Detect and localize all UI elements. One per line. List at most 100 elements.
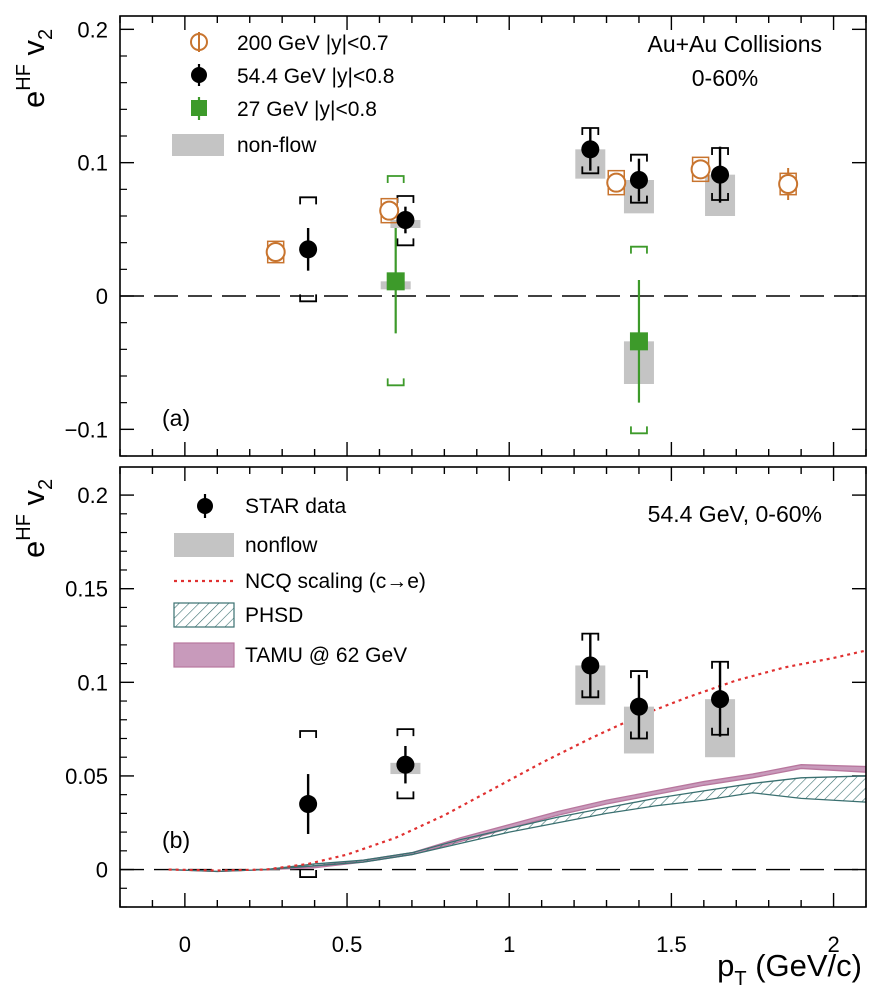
- data-point-star: [711, 690, 730, 709]
- sys-bracket-lower: [386, 378, 405, 387]
- legend-label-nonflow-b: nonflow: [245, 534, 318, 557]
- legend-marker-nonflow-b: [174, 533, 234, 557]
- legend-marker-star-data: [197, 494, 213, 518]
- y-title-sup: HF: [13, 514, 35, 541]
- data-point-star: [299, 795, 318, 814]
- data-point-27gev: [386, 272, 405, 291]
- sys-bracket-upper: [581, 632, 600, 641]
- panel-b-x-tick-labels: 0 0.5 1 1.5 2: [179, 932, 840, 957]
- data-point-200gev: [379, 200, 400, 221]
- data-point-200gev: [690, 159, 711, 180]
- legend-marker-tamu: [173, 642, 235, 668]
- phsd-band: [168, 775, 866, 873]
- legend-label-tamu: TAMU @ 62 GeV: [245, 644, 407, 667]
- panel-a-y-axis-title: eHF v2: [13, 29, 57, 108]
- panel-b-y-tick-labels: 0 0.05 0.1 0.15 0.2: [65, 483, 108, 882]
- data-point-200gev: [778, 174, 799, 194]
- sys-bracket-upper: [299, 730, 318, 738]
- sys-bracket-lower: [630, 426, 648, 435]
- data-point-star: [629, 697, 648, 716]
- y-tick-label: 0: [96, 858, 108, 883]
- sys-bracket-upper: [630, 153, 648, 162]
- data-point-200gev: [606, 172, 627, 193]
- x-title-p: p: [717, 948, 734, 983]
- x-tick-label: 1: [503, 932, 515, 957]
- ncq-curve: [168, 649, 866, 872]
- y-title-v: v: [16, 489, 51, 514]
- data-point-54gev: [396, 211, 415, 229]
- x-tick-label: 2: [827, 932, 839, 957]
- legend-marker-200gev: [190, 32, 208, 52]
- panel-a: −0.100.10.2 eHF v2 (a) Au+Au Collisions …: [13, 15, 867, 457]
- y-title-e: e: [16, 91, 51, 108]
- panel-a-frame: [119, 15, 867, 457]
- panel-b-plot-area: [120, 632, 866, 878]
- panel-a-plot-area: [120, 127, 866, 435]
- legend-marker-54gev: [191, 64, 207, 86]
- y-title-sub: 2: [35, 479, 57, 490]
- data-point-star: [396, 755, 415, 774]
- legend-label-200gev: 200 GeV |y|<0.7: [237, 32, 389, 55]
- panel-b-label: (b): [162, 827, 190, 853]
- sys-bracket-upper: [299, 196, 318, 205]
- x-tick-label: 0.5: [332, 932, 363, 957]
- sys-bracket-lower: [396, 791, 415, 800]
- panel-b-frame: [119, 466, 867, 908]
- legend-label-nonflow: non-flow: [237, 134, 317, 157]
- x-axis-title: pT (GeV/c): [717, 948, 862, 990]
- tamu-band: [168, 764, 866, 873]
- y-tick-label: 0: [96, 284, 108, 309]
- panel-a-legend: 200 GeV |y|<0.7 54.4 GeV |y|<0.8 27 GeV …: [172, 32, 394, 157]
- legend-label-27gev: 27 GeV |y|<0.8: [237, 98, 377, 121]
- x-tick-label: 1.5: [656, 932, 687, 957]
- y-tick-label: 0.1: [77, 670, 108, 695]
- panel-a-annotation-line2: 0-60%: [692, 65, 758, 91]
- y-tick-label: 0.2: [77, 17, 108, 42]
- y-tick-label: 0.1: [77, 151, 108, 176]
- y-title-v: v: [16, 39, 51, 64]
- legend-marker-nonflow: [172, 134, 224, 156]
- x-tick-label: 0: [179, 932, 191, 957]
- sys-bracket-lower: [396, 238, 415, 247]
- sys-bracket-lower: [581, 166, 600, 175]
- sys-bracket-lower: [299, 294, 318, 303]
- panel-b: 00.050.10.150.2 0 0.5 1 1.5 2 eHF v2 pT (GeV…: [13, 466, 867, 990]
- panel-b-y-axis-title: eHF v2: [13, 479, 57, 558]
- legend-label-ncq: NCQ scaling (c→e): [245, 570, 426, 593]
- sys-bracket-lower: [630, 195, 648, 204]
- y-title-sup: HF: [13, 64, 35, 91]
- panel-a-label: (a): [162, 405, 190, 431]
- x-title-rest: (GeV/c): [747, 948, 862, 983]
- legend-label-54gev: 54.4 GeV |y|<0.8: [237, 65, 394, 88]
- data-point-54gev: [299, 240, 318, 259]
- sys-bracket-upper: [396, 195, 415, 203]
- y-tick-label: 0.05: [65, 764, 108, 789]
- data-point-27gev: [629, 332, 648, 351]
- panel-a-y-tick-labels: −0.1 0 0.1 0.2: [65, 17, 108, 442]
- panel-a-annotation-line1: Au+Au Collisions: [647, 31, 822, 57]
- data-point-54gev: [711, 165, 730, 184]
- sys-bracket-upper: [630, 245, 648, 254]
- y-tick-label: −0.1: [65, 417, 108, 442]
- legend-marker-phsd: [173, 602, 235, 628]
- sys-bracket-upper: [630, 670, 648, 679]
- y-tick-label: 0.2: [77, 483, 108, 508]
- legend-label-star-data: STAR data: [245, 495, 346, 518]
- sys-bracket-upper: [396, 728, 415, 737]
- panel-b-annotation: 54.4 GeV, 0-60%: [648, 501, 822, 527]
- x-title-sub: T: [734, 968, 746, 990]
- data-point-star: [581, 656, 600, 675]
- legend-marker-27gev: [191, 97, 207, 120]
- sys-bracket-upper: [711, 660, 729, 669]
- data-point-200gev: [265, 242, 286, 262]
- data-point-54gev: [581, 140, 600, 159]
- sys-bracket-lower: [581, 690, 600, 699]
- panel-b-ticks: [119, 467, 867, 908]
- y-tick-label: 0.15: [65, 577, 108, 602]
- sys-bracket-lower: [299, 870, 318, 878]
- panel-b-legend: STAR data nonflow NCQ scaling (c→e) PHSD…: [173, 494, 426, 668]
- data-point-54gev: [629, 171, 648, 189]
- y-title-e: e: [16, 541, 51, 558]
- legend-label-phsd: PHSD: [245, 604, 303, 627]
